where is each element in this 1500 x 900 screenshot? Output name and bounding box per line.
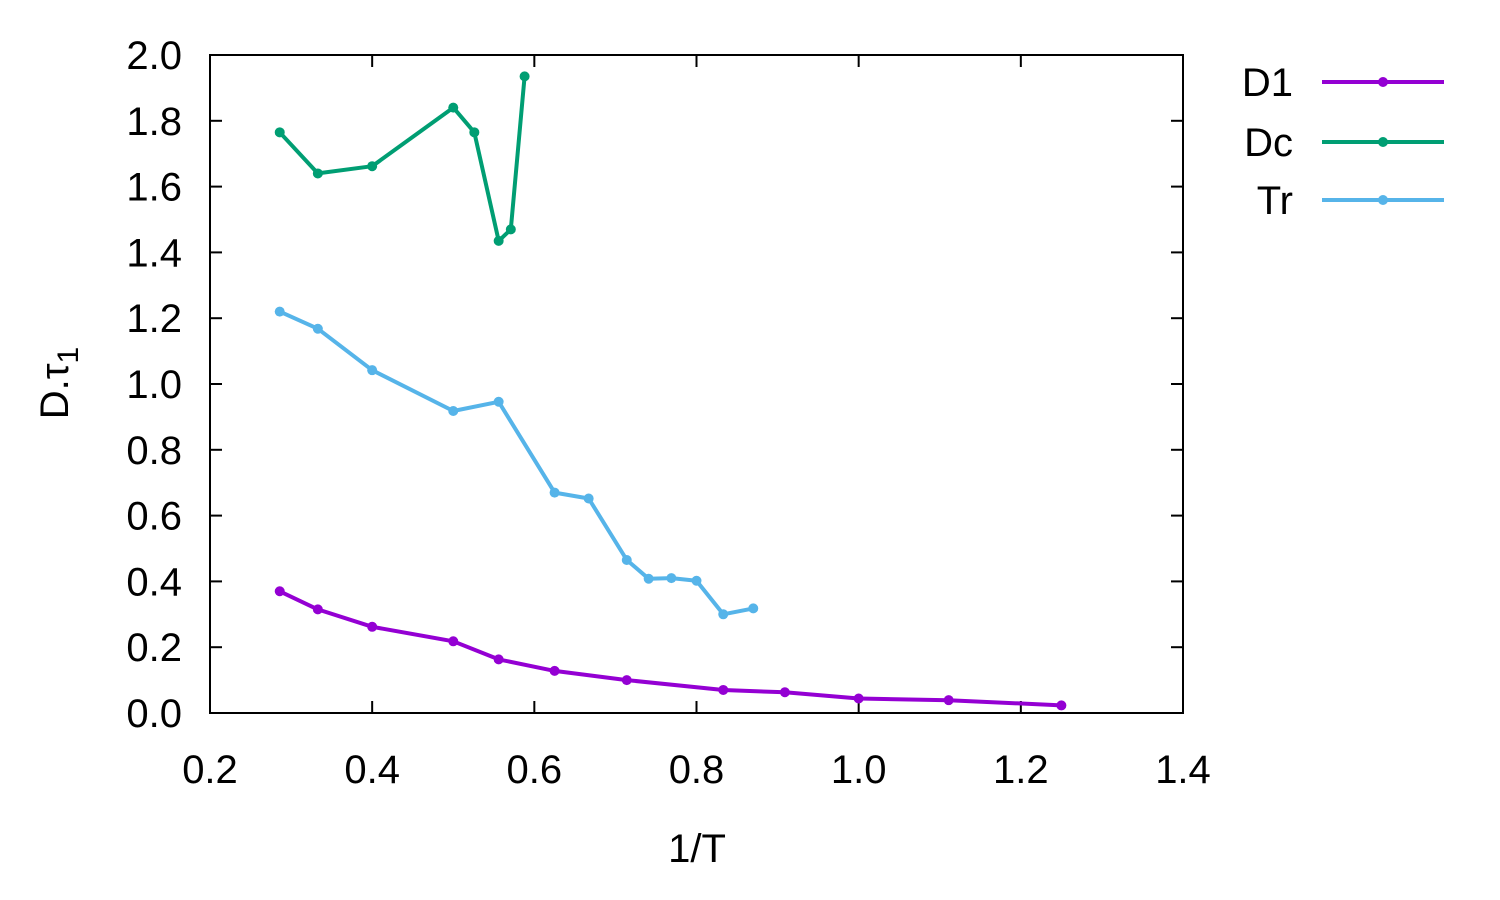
data-point-Dc	[505, 224, 516, 235]
series-line-Dc	[278, 76, 527, 243]
x-tick-label: 0.4	[344, 748, 400, 792]
y-tick-label: 1.2	[126, 297, 182, 341]
data-point-D1	[549, 665, 560, 676]
data-point-Dc	[448, 102, 459, 113]
y-axis-label: D.τ1	[33, 347, 85, 420]
data-point-D1	[621, 675, 632, 686]
y-tick-label: 1.8	[126, 100, 182, 144]
y-tick-label: 2.0	[126, 34, 182, 78]
series-D1	[274, 586, 1067, 711]
data-point-Tr	[549, 487, 560, 498]
x-tick-label: 1.2	[993, 748, 1049, 792]
x-tick-label: 1.4	[1155, 748, 1211, 792]
data-point-Tr	[367, 365, 378, 376]
y-tick-label: 1.6	[126, 166, 182, 210]
legend-swatch-marker	[1378, 195, 1388, 205]
y-axis-label-subscript: 1	[52, 347, 85, 364]
data-point-Tr	[493, 396, 504, 407]
x-tick-label: 0.6	[507, 748, 563, 792]
data-point-Tr	[643, 573, 654, 584]
series-line-Tr	[278, 309, 754, 617]
data-point-D1	[718, 684, 729, 695]
data-point-D1	[1056, 700, 1067, 711]
legend-label: D1	[1242, 61, 1293, 105]
data-point-D1	[274, 586, 285, 597]
x-axis-label: 1/T	[668, 827, 726, 871]
data-point-Dc	[493, 235, 504, 246]
data-point-Dc	[367, 161, 378, 172]
data-point-Tr	[718, 609, 729, 620]
plot-frame	[209, 54, 1184, 714]
y-axis-label-main: D.τ	[33, 363, 77, 419]
data-point-Tr	[621, 555, 632, 566]
data-point-Tr	[274, 306, 285, 317]
data-point-Tr	[666, 573, 677, 584]
tick-marks	[209, 54, 1184, 714]
x-tick-label: 1.0	[831, 748, 887, 792]
data-point-Tr	[748, 603, 759, 614]
data-point-D1	[367, 621, 378, 632]
data-point-Tr	[448, 405, 459, 416]
y-tick-label: 0.6	[126, 495, 182, 539]
legend-swatch-marker	[1378, 77, 1388, 87]
data-point-Dc	[274, 127, 285, 138]
series-line-D1	[278, 589, 1062, 708]
legend-swatch-marker	[1378, 137, 1388, 147]
x-tick-label: 0.8	[669, 748, 725, 792]
data-point-D1	[312, 604, 323, 615]
legend: D1 Dc Tr	[1242, 61, 1444, 223]
y-tick-label: 1.4	[126, 231, 182, 275]
data-point-D1	[853, 693, 864, 704]
data-point-Dc	[519, 71, 530, 82]
data-point-D1	[943, 695, 954, 706]
legend-entry-D1: D1	[1242, 61, 1444, 105]
series-Dc	[274, 71, 530, 246]
y-tick-label: 1.0	[126, 363, 182, 407]
legend-entry-Tr: Tr	[1257, 179, 1444, 223]
tick-labels: 0.2 0.4 0.6 0.8 1.0 1.2 1.40.00.20.40.60.81.01…	[126, 34, 1210, 792]
series-Tr	[274, 306, 759, 620]
data-point-Tr	[312, 323, 323, 334]
data-point-Dc	[312, 168, 323, 179]
series-group	[274, 71, 1067, 711]
y-tick-label: 0.8	[126, 429, 182, 473]
data-point-D1	[448, 636, 459, 647]
legend-entry-Dc: Dc	[1244, 121, 1444, 165]
legend-label: Dc	[1244, 121, 1293, 165]
data-point-D1	[493, 654, 504, 665]
y-tick-label: 0.0	[126, 692, 182, 736]
data-point-Tr	[691, 575, 702, 586]
data-point-Dc	[469, 127, 480, 138]
y-tick-label: 0.4	[126, 560, 182, 604]
data-point-Tr	[583, 493, 594, 504]
y-tick-label: 0.2	[126, 626, 182, 670]
data-point-D1	[779, 687, 790, 698]
x-tick-label: 0.2	[182, 748, 238, 792]
legend-label: Tr	[1257, 179, 1293, 223]
